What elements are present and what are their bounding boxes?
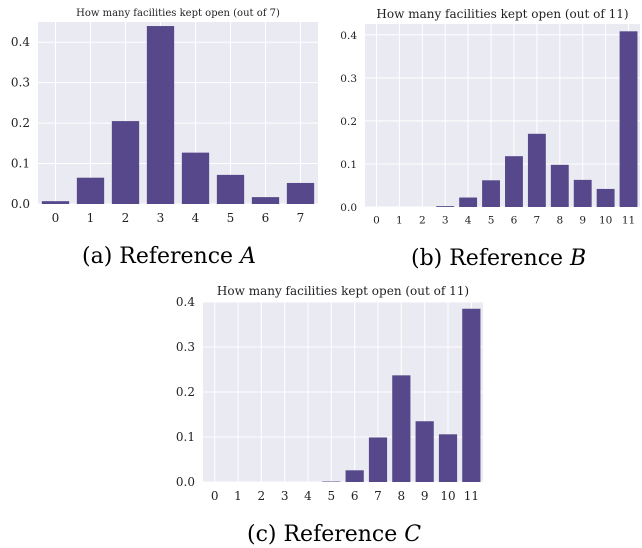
bar-b-10: [596, 188, 615, 207]
ytick-label-c: 0.3: [176, 340, 195, 354]
bar-c-6: [345, 470, 364, 482]
ytick-label-a: 0.1: [11, 157, 30, 171]
chart-panel-a: 0.0 0.1 0.2 0.3 0.4 0 1 2 3 4 5 6 7 How many faciliti…: [0, 0, 325, 285]
ytick-label-b: 0.1: [340, 159, 357, 171]
xtick-label-b: 10: [599, 215, 612, 227]
bar-c-9: [415, 421, 434, 482]
bar-b-4: [459, 197, 478, 207]
bar-a-5: [216, 174, 245, 204]
xtick-label-a: 6: [262, 211, 270, 225]
bar-a-0: [41, 201, 70, 204]
xtick-label-b: 4: [465, 215, 472, 227]
ytick-label-b: 0.2: [340, 116, 357, 128]
caption-c-var: C: [404, 522, 422, 547]
xtick-label-c: 9: [421, 489, 429, 503]
xtick-label-c: 1: [234, 489, 242, 503]
chart-c-svg: 0.0 0.1 0.2 0.3 0.4 0 1 2 3 4 5 6 7 8 9 10 11 How many fa…: [176, 284, 483, 503]
bar-b-9: [573, 179, 592, 207]
ytick-label-a: 0.2: [11, 116, 30, 130]
ytick-label-a: 0.4: [11, 35, 30, 49]
caption-b: (b) Reference B: [411, 246, 586, 271]
caption-b-var: B: [570, 246, 587, 271]
xtick-label-a: 7: [297, 211, 305, 225]
chart-title-b: How many facilities kept open (out of 11…: [376, 7, 628, 21]
caption-b-prefix: (b) Reference: [411, 246, 571, 271]
xtick-label-b: 6: [511, 215, 518, 227]
ytick-label-a: 0.3: [11, 76, 30, 90]
xtick-label-c: 7: [374, 489, 382, 503]
ytick-label-b: 0.4: [340, 30, 357, 42]
bar-a-7: [286, 182, 315, 204]
ytick-label-b: 0.3: [340, 73, 357, 85]
bar-c-10: [438, 434, 458, 482]
bar-a-2: [111, 121, 140, 204]
bar-a-6: [251, 197, 280, 204]
xtick-label-c: 6: [351, 489, 359, 503]
bar-b-7: [527, 133, 546, 207]
chart-title-c: How many facilities kept open (out of 11…: [217, 284, 469, 298]
xtick-label-a: 0: [52, 211, 60, 225]
xtick-label-c: 4: [304, 489, 312, 503]
xtick-label-b: 0: [373, 215, 380, 227]
bar-a-4: [181, 152, 210, 204]
xtick-label-a: 5: [227, 211, 235, 225]
bar-b-5: [482, 180, 500, 207]
xtick-label-a: 3: [157, 211, 165, 225]
ytick-label-c: 0.0: [176, 475, 195, 489]
caption-a-var: A: [240, 244, 256, 269]
caption-c-prefix: (c) Reference: [247, 522, 405, 547]
bar-c-8: [392, 375, 411, 482]
xtick-label-b: 5: [488, 215, 495, 227]
xtick-label-a: 2: [122, 211, 130, 225]
bar-a-3: [146, 26, 175, 204]
chart-panel-c: 0.0 0.1 0.2 0.3 0.4 0 1 2 3 4 5 6 7 8 9 10 11 How many fa…: [150, 280, 510, 548]
bar-b-11: [619, 31, 638, 207]
bar-b-6: [505, 156, 523, 207]
xtick-label-c: 8: [398, 489, 406, 503]
xtick-label-b: 11: [622, 215, 635, 227]
xtick-label-c: 0: [211, 489, 219, 503]
chart-panel-b: 0.0 0.1 0.2 0.3 0.4 0 1 2 3 4 5 6 7 8 9 10 11 How many fa…: [325, 0, 642, 285]
chart-b-svg: 0.0 0.1 0.2 0.3 0.4 0 1 2 3 4 5 6 7 8 9 10 11 How many fa…: [340, 7, 640, 227]
xtick-label-c: 11: [464, 489, 479, 503]
xtick-label-b: 9: [579, 215, 586, 227]
xtick-label-b: 8: [556, 215, 563, 227]
caption-a-prefix: (a) Reference: [82, 244, 241, 269]
chart-a-svg: 0.0 0.1 0.2 0.3 0.4 0 1 2 3 4 5 6 7 How many faciliti…: [11, 8, 318, 225]
xtick-label-b: 1: [396, 215, 403, 227]
chart-title-a: How many facilities kept open (out of 7): [76, 8, 280, 19]
xtick-label-c: 2: [258, 489, 266, 503]
bar-c-11: [462, 308, 481, 482]
ytick-label-b: 0.0: [340, 202, 357, 214]
plot-area-b: [365, 24, 640, 207]
ytick-label-c: 0.4: [176, 295, 195, 309]
xtick-label-c: 5: [328, 489, 336, 503]
xtick-label-b: 3: [442, 215, 449, 227]
bar-b-8: [550, 164, 569, 207]
ytick-label-c: 0.1: [176, 430, 195, 444]
xtick-label-c: 10: [440, 489, 455, 503]
ytick-label-c: 0.2: [176, 385, 195, 399]
caption-c: (c) Reference C: [247, 522, 421, 547]
xtick-label-b: 2: [419, 215, 426, 227]
bar-b-3: [436, 206, 455, 207]
xtick-label-a: 1: [87, 211, 95, 225]
plot-area-a: [38, 22, 318, 204]
bar-c-7: [368, 437, 388, 482]
xtick-label-c: 3: [281, 489, 289, 503]
caption-a: (a) Reference A: [82, 244, 256, 269]
bar-a-1: [76, 177, 105, 204]
xtick-label-a: 4: [192, 211, 200, 225]
xtick-label-b: 7: [534, 215, 541, 227]
ytick-label-a: 0.0: [11, 197, 30, 211]
